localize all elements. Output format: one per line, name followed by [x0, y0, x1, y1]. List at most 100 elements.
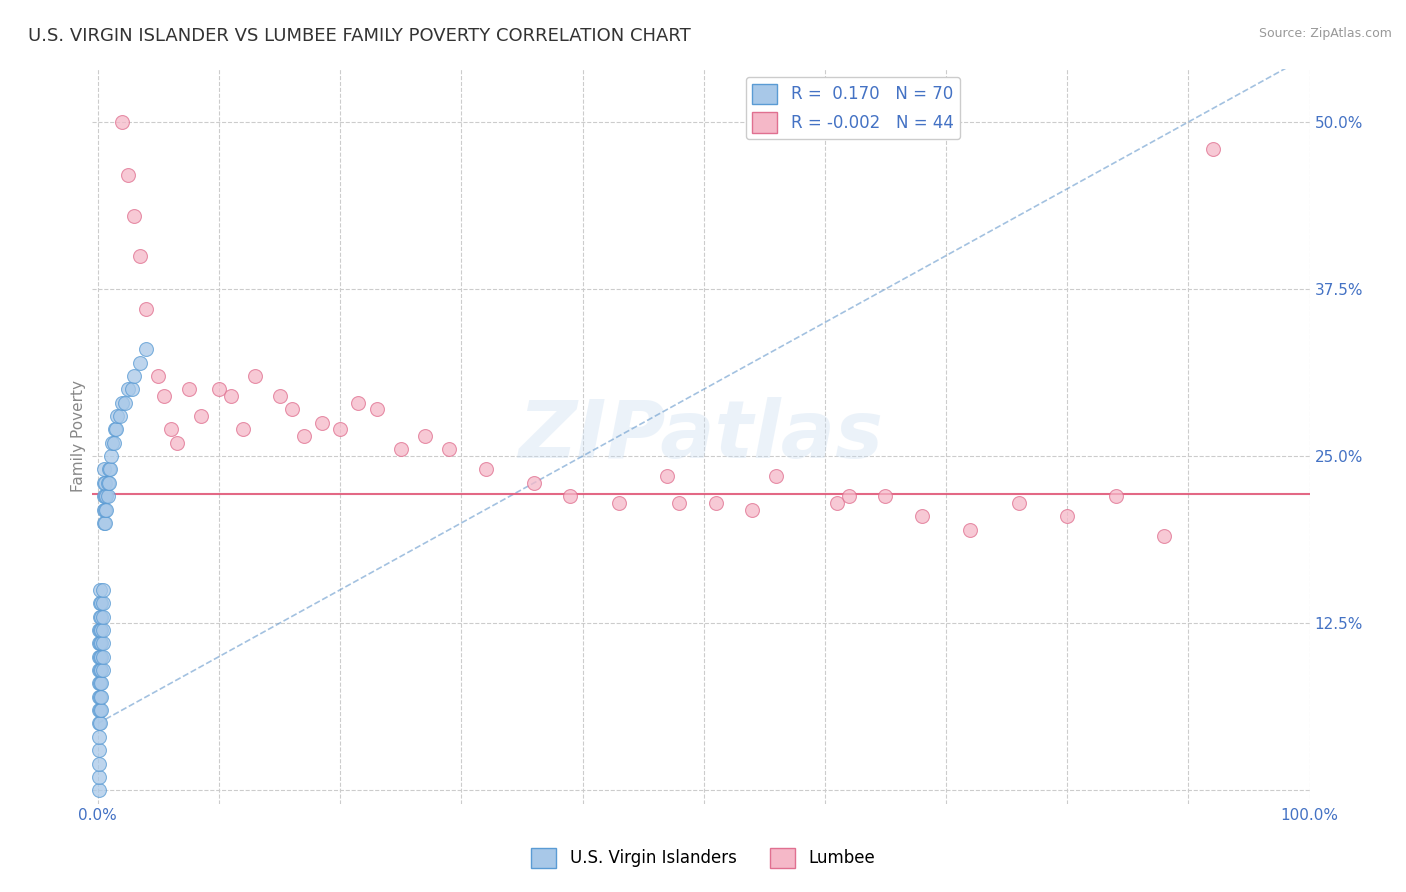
Point: [90, 703, 112, 717]
Point: [91, 582, 114, 597]
Point: [94, 489, 117, 503]
Point: [87, 690, 110, 704]
Point: [741, 502, 763, 516]
Point: [94, 475, 117, 490]
Point: [1201, 142, 1223, 156]
Point: [523, 475, 546, 490]
Point: [91, 649, 114, 664]
Point: [90, 596, 112, 610]
Point: [219, 389, 242, 403]
Point: [94, 516, 117, 530]
Point: [366, 402, 388, 417]
Point: [292, 429, 315, 443]
Point: [89, 663, 111, 677]
Point: [704, 496, 727, 510]
Point: [89, 703, 111, 717]
Point: [87, 676, 110, 690]
Point: [93, 516, 115, 530]
Legend: U.S. Virgin Islanders, Lumbee: U.S. Virgin Islanders, Lumbee: [524, 841, 882, 875]
Point: [87, 649, 110, 664]
Text: Source: ZipAtlas.com: Source: ZipAtlas.com: [1258, 27, 1392, 40]
Point: [93, 462, 115, 476]
Point: [89, 690, 111, 704]
Point: [96, 475, 118, 490]
Point: [96, 489, 118, 503]
Point: [91, 663, 114, 677]
Point: [959, 523, 981, 537]
Point: [93, 502, 115, 516]
Point: [280, 402, 302, 417]
Point: [87, 770, 110, 784]
Point: [91, 623, 114, 637]
Point: [135, 342, 157, 356]
Text: ZIPatlas: ZIPatlas: [519, 397, 883, 475]
Point: [104, 422, 127, 436]
Point: [153, 389, 176, 403]
Point: [177, 382, 200, 396]
Point: [911, 509, 934, 524]
Point: [97, 475, 120, 490]
Point: [111, 395, 134, 409]
Point: [87, 703, 110, 717]
Point: [269, 389, 291, 403]
Point: [87, 730, 110, 744]
Point: [607, 496, 630, 510]
Point: [232, 422, 254, 436]
Point: [87, 783, 110, 797]
Point: [129, 355, 152, 369]
Point: [87, 663, 110, 677]
Text: U.S. VIRGIN ISLANDER VS LUMBEE FAMILY POVERTY CORRELATION CHART: U.S. VIRGIN ISLANDER VS LUMBEE FAMILY PO…: [28, 27, 690, 45]
Point: [117, 382, 139, 396]
Point: [87, 623, 110, 637]
Point: [89, 609, 111, 624]
Point: [90, 663, 112, 677]
Point: [122, 368, 145, 383]
Point: [87, 756, 110, 771]
Point: [103, 435, 125, 450]
Point: [87, 743, 110, 757]
Point: [838, 489, 860, 503]
Point: [825, 496, 848, 510]
Point: [100, 449, 122, 463]
Point: [87, 716, 110, 731]
Point: [148, 368, 170, 383]
Point: [98, 462, 121, 476]
Point: [159, 422, 181, 436]
Point: [89, 676, 111, 690]
Point: [560, 489, 582, 503]
Point: [90, 676, 112, 690]
Point: [105, 409, 128, 423]
Point: [657, 469, 679, 483]
Point: [668, 496, 690, 510]
Point: [91, 596, 114, 610]
Point: [89, 716, 111, 731]
Point: [114, 395, 136, 409]
Point: [166, 435, 188, 450]
Point: [122, 209, 145, 223]
Point: [208, 382, 231, 396]
Point: [90, 690, 112, 704]
Point: [117, 169, 139, 183]
Point: [129, 249, 152, 263]
Point: [90, 649, 112, 664]
Point: [94, 502, 117, 516]
Point: [347, 395, 370, 409]
Point: [135, 302, 157, 317]
Point: [91, 636, 114, 650]
Point: [96, 489, 118, 503]
Point: [89, 636, 111, 650]
Point: [108, 409, 131, 423]
Point: [245, 368, 267, 383]
Point: [91, 609, 114, 624]
Point: [875, 489, 897, 503]
Point: [1153, 529, 1175, 543]
Point: [89, 623, 111, 637]
Point: [765, 469, 787, 483]
Y-axis label: Family Poverty: Family Poverty: [72, 380, 86, 492]
Point: [89, 582, 111, 597]
Point: [89, 596, 111, 610]
Point: [413, 429, 436, 443]
Point: [101, 435, 124, 450]
Point: [90, 609, 112, 624]
Point: [389, 442, 412, 457]
